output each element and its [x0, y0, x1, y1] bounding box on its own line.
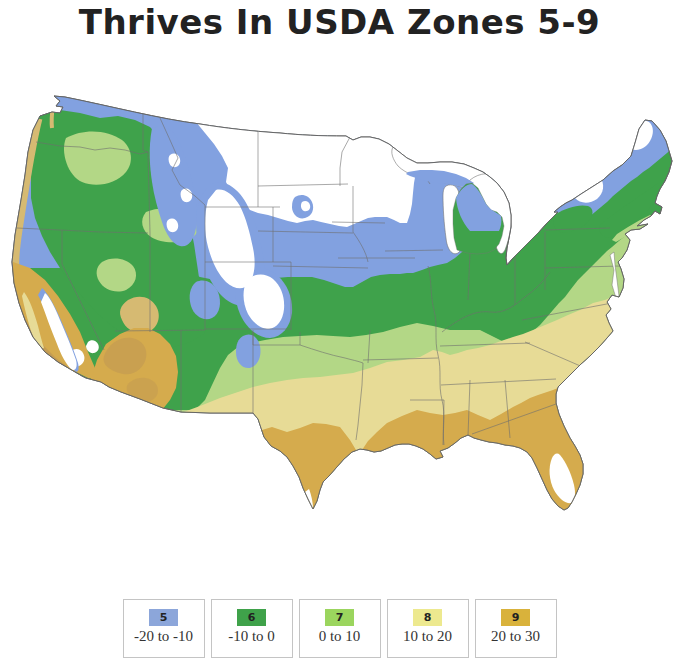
zone5-range: -20 to -10	[124, 628, 204, 645]
legend-item-zone7: 7 0 to 10	[299, 599, 381, 658]
zone8-swatch: 8	[413, 609, 442, 626]
usda-zone-map	[0, 0, 679, 662]
legend-item-zone6: 6 -10 to 0	[211, 599, 293, 658]
legend-item-zone9: 9 20 to 30	[475, 599, 557, 658]
zone6-range: -10 to 0	[212, 628, 292, 645]
florida-keys	[545, 516, 560, 520]
zone5-swatch: 5	[149, 609, 178, 626]
legend-item-zone8: 8 10 to 20	[387, 599, 469, 658]
zone8-range: 10 to 20	[388, 628, 468, 645]
zone9-range: 20 to 30	[476, 628, 556, 645]
page: Thrives In USDA Zones 5-9	[0, 0, 679, 662]
zone-legend: 5 -20 to -10 6 -10 to 0 7 0 to 10 8 10 t…	[0, 599, 679, 658]
zone7-swatch: 7	[325, 609, 354, 626]
zone9-swatch: 9	[501, 609, 530, 626]
zone7-range: 0 to 10	[300, 628, 380, 645]
legend-item-zone5: 5 -20 to -10	[123, 599, 205, 658]
zone6-swatch: 6	[237, 609, 266, 626]
